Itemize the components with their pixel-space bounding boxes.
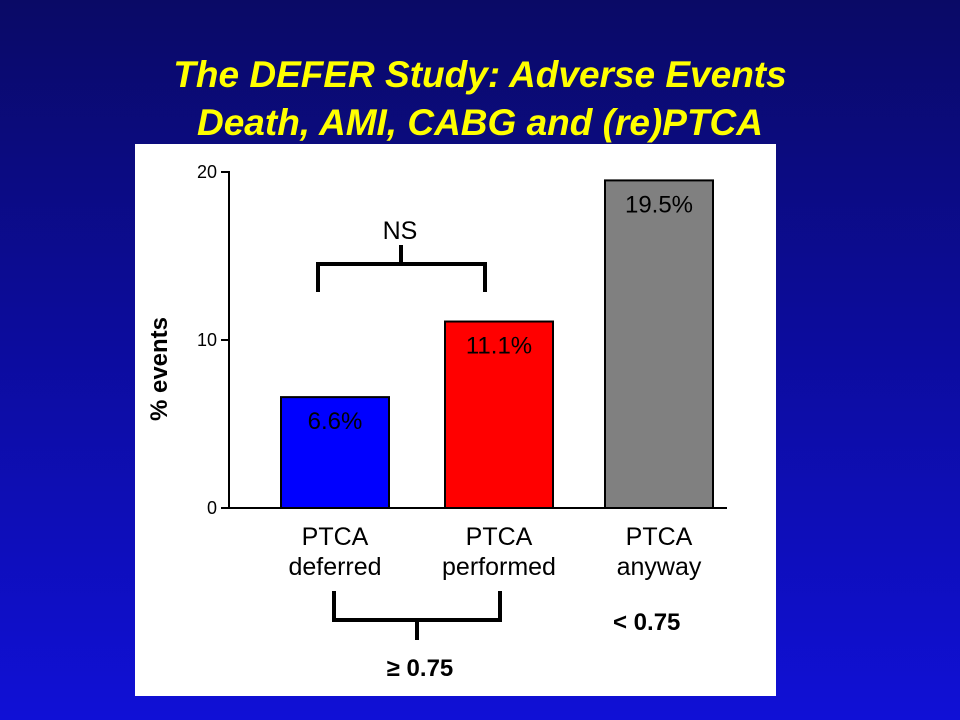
bar-chart: % events 010206.6%11.1%19.5%PTCAdeferred… — [146, 162, 727, 682]
bar — [280, 396, 390, 509]
y-tick-label: 10 — [197, 330, 217, 350]
x-tick-label: PTCA — [626, 523, 693, 551]
bar — [604, 179, 714, 510]
x-tick-label: PTCA — [302, 523, 369, 551]
x-tick-label: deferred — [288, 553, 381, 581]
single-threshold-label: < 0.75 — [613, 609, 680, 636]
y-tick-label: 0 — [207, 498, 217, 518]
group-bracket — [332, 591, 502, 622]
x-tick-label: PTCA — [466, 523, 533, 551]
ns-annotation: NS — [383, 217, 418, 245]
bar — [444, 320, 554, 509]
slide-title-line-2: Death, AMI, CABG and (re)PTCA — [197, 102, 763, 143]
ns-bracket — [316, 262, 487, 292]
y-axis-label: % events — [146, 317, 173, 421]
group-threshold-label: ≥ 0.75 — [387, 655, 454, 682]
slide-title-line-1: The DEFER Study: Adverse Events — [173, 54, 787, 95]
bar-value-label: 19.5% — [625, 191, 693, 218]
chart-panel: % events 0 10 20 6.6% 11.1% 19.5% PTCA deferred… — [135, 144, 776, 696]
x-tick-label: performed — [442, 553, 556, 581]
y-tick-label: 20 — [197, 162, 217, 182]
bar-value-label: 11.1% — [466, 333, 532, 360]
bar-value-label: 6.6% — [308, 408, 363, 435]
x-tick-label: anyway — [617, 553, 702, 581]
